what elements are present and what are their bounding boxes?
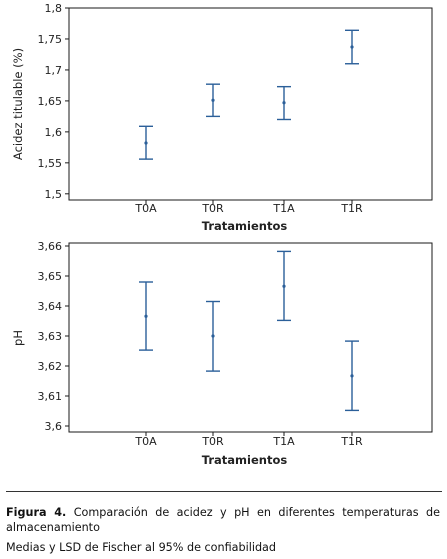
caption-rule bbox=[6, 491, 442, 492]
y-tick-label: 1,5 bbox=[45, 188, 63, 201]
x-tick-label: T1A bbox=[272, 202, 295, 215]
y-tick-label: 3,64 bbox=[38, 300, 63, 313]
y-tick-label: 1,65 bbox=[38, 95, 63, 108]
mean-point bbox=[211, 98, 215, 102]
plot-frame bbox=[68, 7, 433, 201]
mean-point bbox=[211, 334, 215, 338]
x-tick-label: T0A bbox=[134, 202, 157, 215]
mean-point bbox=[282, 101, 286, 105]
x-tick-label: T0R bbox=[201, 435, 224, 448]
y-axis-title: Acidez titulable (%) bbox=[11, 48, 25, 160]
mean-point bbox=[350, 374, 354, 378]
mean-point bbox=[350, 45, 354, 49]
x-tick-label: T0R bbox=[201, 202, 224, 215]
figure-note: Medias y LSD de Fischer al 95% de confia… bbox=[6, 541, 277, 554]
x-tick-label: T1R bbox=[340, 435, 363, 448]
x-axis-title: Tratamientos bbox=[202, 219, 288, 233]
figure-charts: 1,5 1,55 1,6 1,65 1,7 1,75 1,8 T0A T0R T1A T1R Trat… bbox=[11, 2, 433, 467]
y-tick-label: 3,65 bbox=[38, 270, 63, 283]
y-tick-label: 3,61 bbox=[38, 390, 63, 403]
plot-frame bbox=[68, 242, 433, 433]
y-axis-title: pH bbox=[11, 330, 25, 346]
y-tick-label: 1,7 bbox=[45, 64, 63, 77]
acidity-chart: 1,5 1,55 1,6 1,65 1,7 1,75 1,8 T0A T0R T1A T1R Trat… bbox=[11, 2, 433, 233]
y-tick-label: 3,66 bbox=[38, 240, 63, 253]
x-tick-label: T1R bbox=[340, 202, 363, 215]
mean-point bbox=[282, 284, 286, 288]
figure-label: Figura 4. bbox=[6, 506, 67, 519]
ph-chart: 3,6 3,61 3,62 3,63 3,64 3,65 3,66 T0A T0R T1A T1R T… bbox=[11, 240, 433, 467]
y-tick-label: 1,8 bbox=[45, 2, 63, 15]
y-tick-label: 1,6 bbox=[45, 126, 63, 139]
y-tick-label: 1,55 bbox=[38, 157, 63, 170]
figure-caption: Figura 4. Comparación de acidez y pH en … bbox=[6, 505, 440, 535]
x-tick-label: T1A bbox=[272, 435, 295, 448]
mean-point bbox=[144, 141, 148, 145]
y-tick-label: 3,63 bbox=[38, 330, 63, 343]
y-tick-label: 3,62 bbox=[38, 360, 63, 373]
y-tick-label: 3,6 bbox=[45, 420, 63, 433]
figure-caption-text: Comparación de acidez y pH en diferentes… bbox=[6, 506, 440, 534]
x-axis-title: Tratamientos bbox=[202, 453, 288, 467]
mean-point bbox=[144, 314, 148, 318]
x-tick-label: T0A bbox=[134, 435, 157, 448]
y-tick-label: 1,75 bbox=[38, 33, 63, 46]
